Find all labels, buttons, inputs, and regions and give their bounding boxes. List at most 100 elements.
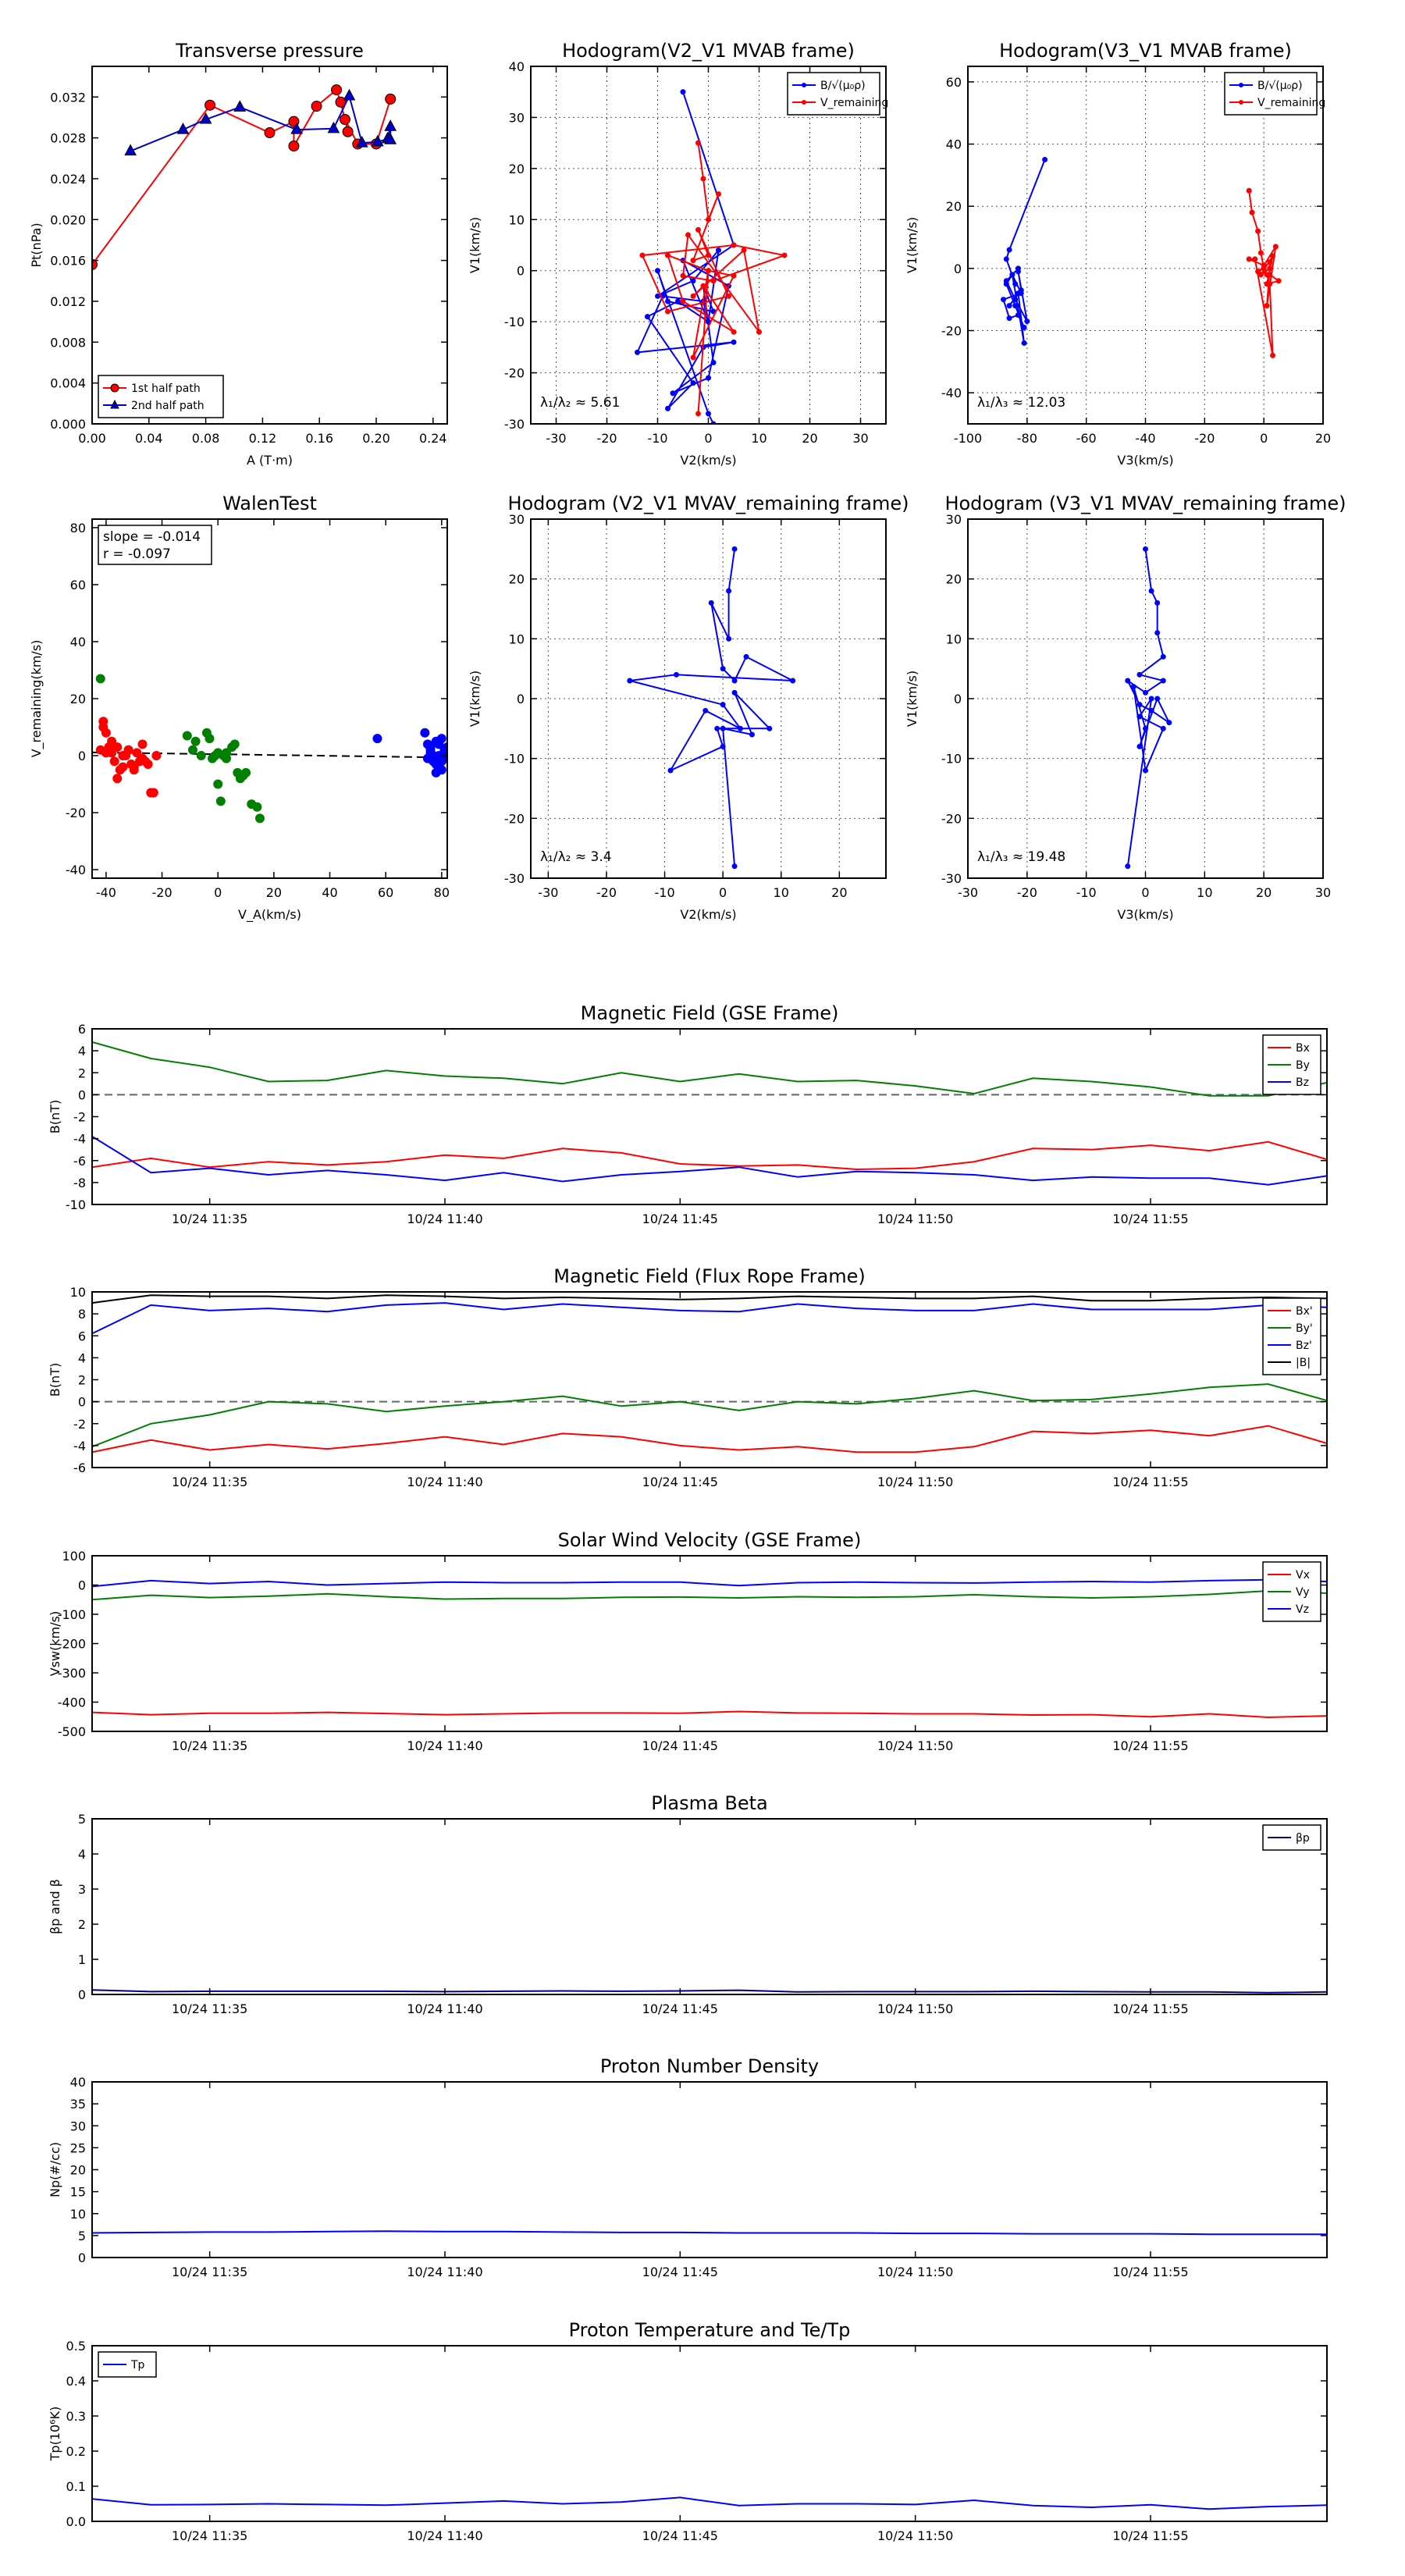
y-tick-label: 5 xyxy=(78,2229,86,2243)
data-point xyxy=(731,272,737,279)
y-tick-label: -40 xyxy=(66,863,86,877)
x-tick-label: 10/24 11:50 xyxy=(877,2265,953,2279)
y-tick-label: -10 xyxy=(504,315,525,329)
y-tick-label: 0.028 xyxy=(50,131,86,146)
x-tick-label: -30 xyxy=(538,885,558,900)
y-tick-label: 20 xyxy=(509,572,525,587)
data-point xyxy=(1130,684,1136,690)
y-tick-label: -20 xyxy=(941,811,962,826)
chart-title: WalenTest xyxy=(222,493,317,514)
data-point xyxy=(655,293,660,299)
data-point xyxy=(720,702,726,708)
y-tick-label: 25 xyxy=(70,2140,86,2155)
data-point xyxy=(655,268,660,274)
data-point xyxy=(1270,352,1276,358)
x-tick-label: -20 xyxy=(151,885,172,900)
y-tick-label: -4 xyxy=(73,1439,86,1453)
chart-title: Magnetic Field (Flux Rope Frame) xyxy=(553,1265,865,1287)
data-point xyxy=(1252,256,1258,262)
y-tick-label: 80 xyxy=(70,521,86,535)
data-point xyxy=(331,84,343,96)
legend-box xyxy=(1262,1034,1321,1095)
y-tick-label: 0.3 xyxy=(66,2409,86,2424)
chart-panel-4: Hodogram (V2_V1 MVAV_remaining frame) -30… xyxy=(468,493,909,922)
x-tick-label: -30 xyxy=(546,431,566,446)
data-point xyxy=(680,89,686,95)
chart-panel-8: Solar Wind Velocity (GSE Frame) -500 -400 -… xyxy=(48,1529,1328,1753)
annotation-text: λ₁/λ₃ ≈ 19.48 xyxy=(977,849,1065,865)
y-tick-label: 20 xyxy=(70,2163,86,2178)
data-point xyxy=(767,725,773,731)
x-tick-label: 10/24 11:55 xyxy=(1112,1212,1188,1226)
data-point xyxy=(790,678,796,684)
y-tick-label: 0.020 xyxy=(50,212,86,227)
axes-frame xyxy=(91,518,448,879)
series-line-0 xyxy=(1002,159,1046,343)
y-tick-label: 20 xyxy=(946,572,962,587)
y-tick-label: 4 xyxy=(78,1350,86,1365)
series-line-1 xyxy=(92,1383,1327,1448)
plot-area xyxy=(627,546,796,870)
y-tick-label: 60 xyxy=(946,75,962,90)
x-tick-label: 20 xyxy=(1315,431,1331,446)
data-point xyxy=(706,252,711,258)
data-point xyxy=(1160,653,1166,660)
data-point xyxy=(714,725,720,731)
series-line-2 xyxy=(92,1578,1327,1588)
chart-title: Hodogram(V2_V1 MVAB frame) xyxy=(562,40,855,62)
data-point xyxy=(690,293,696,299)
chart-title: Hodogram (V2_V1 MVAV_remaining frame) xyxy=(507,493,909,514)
data-point xyxy=(199,112,212,124)
x-tick-label: 20 xyxy=(1256,885,1272,900)
data-point xyxy=(1015,312,1021,318)
data-point xyxy=(716,247,721,254)
x-axis-label: A (T·m) xyxy=(247,453,293,468)
scatter-point xyxy=(372,734,382,744)
data-point xyxy=(720,725,726,731)
y-tick-label: 4 xyxy=(78,1847,86,1862)
data-point xyxy=(726,588,732,594)
series-line-2 xyxy=(92,1302,1327,1335)
y-tick-label: 0 xyxy=(78,1395,86,1410)
x-tick-label: 60 xyxy=(378,885,393,900)
x-tick-label: 10/24 11:35 xyxy=(172,1212,247,1226)
legend-label: Tp xyxy=(130,2359,145,2371)
y-tick-label: 0.004 xyxy=(50,376,86,391)
data-point xyxy=(743,653,749,660)
x-tick-label: 30 xyxy=(1315,885,1331,900)
legend-marker xyxy=(802,100,806,105)
x-tick-label: 0.00 xyxy=(78,431,106,446)
y-tick-label: 0.0 xyxy=(66,2514,86,2529)
scatter-point xyxy=(229,739,240,749)
series-line-0 xyxy=(92,1710,1327,1719)
data-point xyxy=(1001,297,1006,303)
data-point xyxy=(1003,278,1009,284)
data-point xyxy=(1246,256,1252,262)
data-point xyxy=(690,258,696,264)
x-tick-label: 10/24 11:40 xyxy=(407,1212,482,1226)
data-point xyxy=(176,123,190,134)
y-tick-label: -100 xyxy=(58,1607,86,1622)
data-point xyxy=(710,278,717,284)
x-tick-label: 10/24 11:35 xyxy=(172,2265,247,2279)
x-tick-label: -20 xyxy=(1017,885,1037,900)
data-point xyxy=(635,349,640,355)
series-line-2 xyxy=(92,1135,1327,1186)
scatter-point xyxy=(420,728,430,738)
data-point xyxy=(702,707,709,713)
y-axis-label: V1(km/s) xyxy=(468,217,482,273)
x-tick-label: 10/24 11:40 xyxy=(407,1738,482,1753)
data-point xyxy=(1154,696,1161,702)
y-axis-label: V1(km/s) xyxy=(468,671,482,727)
series-line-1 xyxy=(92,1589,1327,1601)
legend-label: By' xyxy=(1296,1322,1313,1335)
y-tick-label: -6 xyxy=(73,1154,86,1169)
annotation-text: λ₁/λ₂ ≈ 3.4 xyxy=(540,849,612,865)
y-tick-label: 0.2 xyxy=(66,2444,86,2459)
fit-line xyxy=(92,751,447,759)
y-axis-label: Vsw(km/s) xyxy=(48,1611,62,1676)
x-tick-label: -40 xyxy=(96,885,116,900)
legend: βp xyxy=(1262,1824,1321,1851)
y-axis-label: Np(#/cc) xyxy=(48,2142,62,2197)
chart-title: Solar Wind Velocity (GSE Frame) xyxy=(558,1529,862,1551)
